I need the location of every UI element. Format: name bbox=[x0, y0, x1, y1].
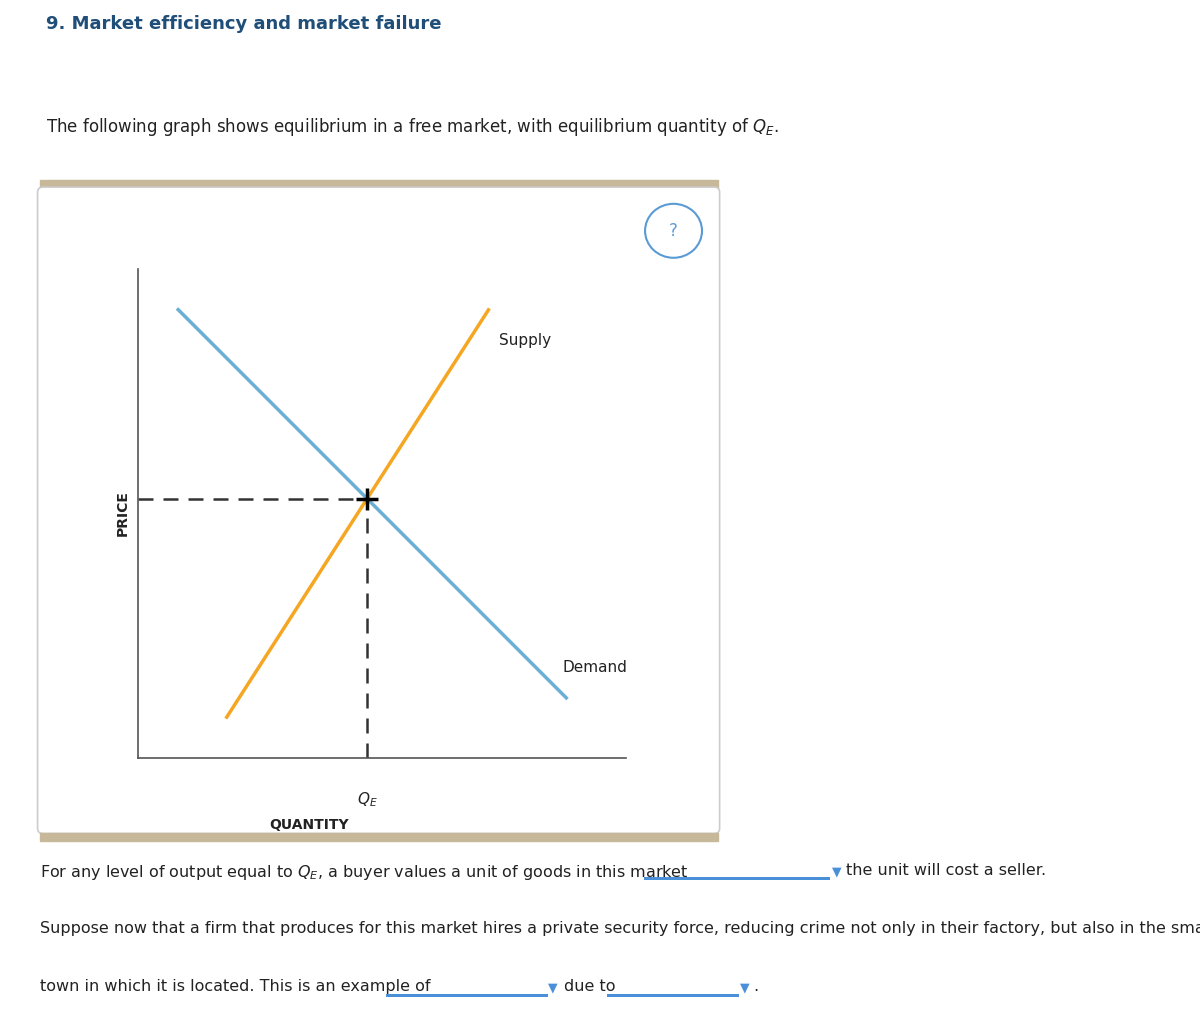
Text: Demand: Demand bbox=[563, 660, 628, 675]
Text: due to: due to bbox=[564, 979, 616, 995]
Text: For any level of output equal to $\mathit{Q}_\mathit{E}$, a buyer values a unit : For any level of output equal to $\mathi… bbox=[40, 863, 688, 881]
FancyBboxPatch shape bbox=[37, 187, 720, 834]
Y-axis label: PRICE: PRICE bbox=[115, 491, 130, 536]
Text: ?: ? bbox=[670, 222, 678, 240]
Text: $\mathit{Q}_\mathit{E}$: $\mathit{Q}_\mathit{E}$ bbox=[356, 790, 378, 810]
Circle shape bbox=[646, 204, 702, 258]
Text: Suppose now that a firm that produces for this market hires a private security f: Suppose now that a firm that produces fo… bbox=[40, 921, 1200, 937]
Text: QUANTITY: QUANTITY bbox=[269, 817, 348, 832]
Text: the unit will cost a seller.: the unit will cost a seller. bbox=[846, 863, 1046, 878]
Text: ▼: ▼ bbox=[548, 981, 558, 995]
Text: Supply: Supply bbox=[499, 333, 551, 348]
Text: The following graph shows equilibrium in a free market, with equilibrium quantit: The following graph shows equilibrium in… bbox=[46, 117, 779, 138]
Text: 9. Market efficiency and market failure: 9. Market efficiency and market failure bbox=[46, 15, 442, 33]
Text: .: . bbox=[754, 979, 758, 995]
Text: town in which it is located. This is an example of: town in which it is located. This is an … bbox=[40, 979, 430, 995]
Text: ▼: ▼ bbox=[740, 981, 750, 995]
Text: ▼: ▼ bbox=[832, 866, 841, 879]
